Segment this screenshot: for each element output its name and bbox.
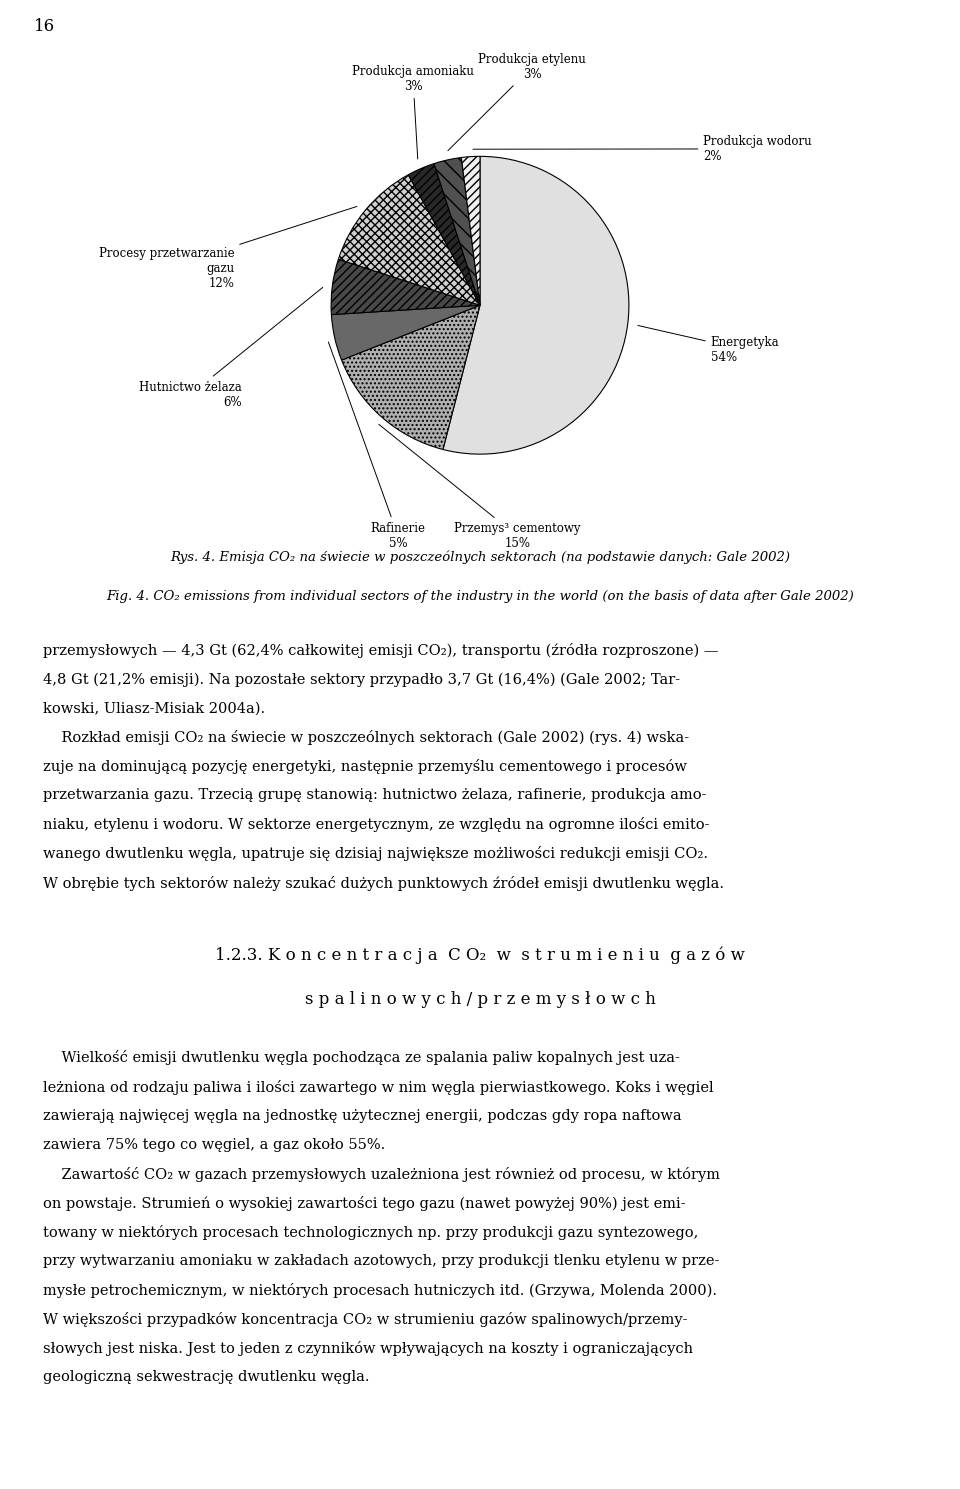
Text: Rozkład emisji CO₂ na świecie w poszczeólnych sektorach (Gale 2002) (rys. 4) wsk: Rozkład emisji CO₂ na świecie w poszczeó… — [43, 730, 689, 746]
Text: słowych jest niska. Jest to jeden z czynników wpływających na koszty i ogranicza: słowych jest niska. Jest to jeden z czyn… — [43, 1340, 693, 1356]
Text: Procesy przetwarzanie
gazu
12%: Procesy przetwarzanie gazu 12% — [99, 207, 357, 289]
Text: W większości przypadków koncentracja CO₂ w strumieniu gazów spalinowych/przemy-: W większości przypadków koncentracja CO₂… — [43, 1312, 687, 1327]
Text: kowski, Uliasz-Misiak 2004a).: kowski, Uliasz-Misiak 2004a). — [43, 701, 265, 715]
Wedge shape — [338, 174, 480, 305]
Text: zawierają najwięcej węgla na jednostkę użytecznej energii, podczas gdy ropa naft: zawierają najwięcej węgla na jednostkę u… — [43, 1108, 682, 1123]
Text: przy wytwarzaniu amoniaku w zakładach azotowych, przy produkcji tlenku etylenu w: przy wytwarzaniu amoniaku w zakładach az… — [43, 1254, 720, 1267]
Text: towany w niektórych procesach technologicznych np. przy produkcji gazu syntezowe: towany w niektórych procesach technologi… — [43, 1224, 699, 1240]
Wedge shape — [408, 164, 480, 305]
Text: geologiczną sekwestrację dwutlenku węgla.: geologiczną sekwestrację dwutlenku węgla… — [43, 1370, 370, 1383]
Text: zawiera 75% tego co węgiel, a gaz około 55%.: zawiera 75% tego co węgiel, a gaz około … — [43, 1138, 386, 1151]
Text: Produkcja wodoru
2%: Produkcja wodoru 2% — [473, 135, 812, 162]
Text: Hutnictwo żelaza
6%: Hutnictwo żelaza 6% — [139, 287, 323, 408]
Text: 16: 16 — [34, 18, 55, 34]
Wedge shape — [443, 156, 629, 454]
Text: Wielkość emisji dwutlenku węgla pochodząca ze spalania paliw kopalnych jest uza-: Wielkość emisji dwutlenku węgla pochodzą… — [43, 1051, 680, 1066]
Text: Fig. 4. CO₂ emissions from individual sectors of the industry in the world (on t: Fig. 4. CO₂ emissions from individual se… — [107, 590, 853, 603]
Text: przetwarzania gazu. Trzecią grupę stanowią: hutnictwo żelaza, rafinerie, produkc: przetwarzania gazu. Trzecią grupę stanow… — [43, 788, 707, 803]
Text: niaku, etylenu i wodoru. W sektorze energetycznym, ze względu na ogromne ilości : niaku, etylenu i wodoru. W sektorze ener… — [43, 817, 709, 832]
Wedge shape — [342, 305, 480, 450]
Text: W obrębie tych sektorów należy szukać dużych punktowych źródeł emisji dwutlenku : W obrębie tych sektorów należy szukać du… — [43, 876, 724, 890]
Text: wanego dwutlenku węgla, upatruje się dzisiaj największe możliwości redukcji emis: wanego dwutlenku węgla, upatruje się dzi… — [43, 846, 708, 862]
Text: 4,8 Gt (21,2% emisji). Na pozostałe sektory przypadło 3,7 Gt (16,4%) (Gale 2002;: 4,8 Gt (21,2% emisji). Na pozostałe sekt… — [43, 672, 681, 686]
Text: zuje na dominującą pozycję energetyki, następnie przemyślu cementowego i procesó: zuje na dominującą pozycję energetyki, n… — [43, 759, 687, 774]
Text: Energetyka
54%: Energetyka 54% — [637, 326, 780, 363]
Text: Rys. 4. Emisja CO₂ na świecie w poszczeólnych sektorach (na podstawie danych: Ga: Rys. 4. Emisja CO₂ na świecie w poszczeó… — [170, 551, 790, 564]
Text: przemysłowych — 4,3 Gt (62,4% całkowitej emisji CO₂), transportu (źródła rozpros: przemysłowych — 4,3 Gt (62,4% całkowitej… — [43, 643, 719, 658]
Text: Rafinerie
5%: Rafinerie 5% — [328, 342, 425, 549]
Wedge shape — [331, 259, 480, 314]
Text: Zawartość CO₂ w gazach przemysłowych uzależniona jest również od procesu, w któr: Zawartość CO₂ w gazach przemysłowych uza… — [43, 1167, 720, 1182]
Wedge shape — [434, 158, 480, 305]
Text: s p a l i n o w y c h / p r z e m y s ł o w c h: s p a l i n o w y c h / p r z e m y s ł … — [304, 992, 656, 1008]
Text: on powstaje. Strumień o wysokiej zawartości tego gazu (nawet powyżej 90%) jest e: on powstaje. Strumień o wysokiej zawarto… — [43, 1196, 685, 1211]
Text: mysłe petrochemicznym, w niektórych procesach hutniczych itd. (Grzywa, Molenda 2: mysłe petrochemicznym, w niektórych proc… — [43, 1282, 717, 1298]
Wedge shape — [331, 305, 480, 360]
Text: Przemys³ cementowy
15%: Przemys³ cementowy 15% — [379, 424, 581, 549]
Text: Produkcja etylenu
3%: Produkcja etylenu 3% — [448, 54, 586, 150]
Wedge shape — [462, 156, 480, 305]
Text: Produkcja amoniaku
3%: Produkcja amoniaku 3% — [352, 66, 474, 159]
Text: 1.2.3. K o n c e n t r a c j a  C O₂  w  s t r u m i e n i u  g a z ó w: 1.2.3. K o n c e n t r a c j a C O₂ w s … — [215, 947, 745, 963]
Text: leżniona od rodzaju paliwa i ilości zawartego w nim węgla pierwiastkowego. Koks : leżniona od rodzaju paliwa i ilości zawa… — [43, 1080, 714, 1094]
